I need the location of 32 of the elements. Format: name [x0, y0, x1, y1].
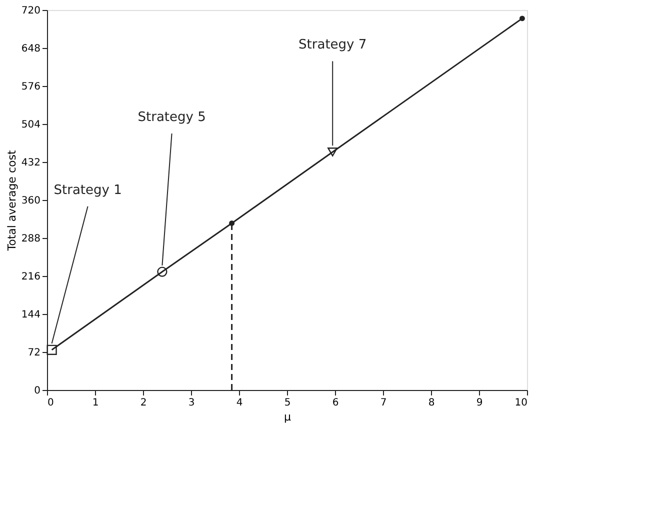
x-tick-label: 8 — [428, 398, 435, 408]
x-tick-label: 4 — [236, 398, 243, 408]
y-tick-label: 72 — [28, 348, 40, 358]
y-tick-label: 576 — [21, 82, 40, 92]
x-tick-label: 0 — [48, 398, 54, 408]
point — [229, 220, 235, 226]
y-tick-label: 504 — [21, 120, 40, 130]
x-tick-label: 10 — [514, 398, 528, 408]
annotation: Strategy 5 — [138, 110, 206, 125]
y-tick-label: 0 — [34, 386, 40, 396]
x-tick-label: 3 — [188, 398, 195, 408]
x-tick-label: 6 — [332, 398, 339, 408]
x-tick-label: 7 — [380, 398, 387, 408]
y-tick-label: 720 — [21, 6, 40, 16]
point — [519, 16, 525, 22]
point — [157, 266, 168, 277]
y-tick-label: 216 — [21, 272, 40, 282]
y-tick-label: 288 — [21, 234, 40, 244]
y-tick-label: 648 — [21, 44, 40, 54]
x-tick-label: 1 — [92, 398, 99, 408]
x-tick-label: 9 — [476, 398, 483, 408]
point — [46, 344, 57, 355]
annotation: Strategy 7 — [298, 38, 367, 53]
point — [328, 148, 338, 156]
y-tick-label: 360 — [21, 196, 40, 206]
x-tick-label: 2 — [140, 398, 147, 408]
x-axis-title: μ — [284, 410, 291, 424]
y-axis-title: Total average cost — [5, 150, 18, 252]
x-tick-label: 5 — [284, 398, 291, 408]
y-tick-label: 432 — [21, 158, 40, 168]
y-tick-label: 144 — [21, 310, 40, 320]
annotation: Strategy 1 — [54, 182, 122, 198]
